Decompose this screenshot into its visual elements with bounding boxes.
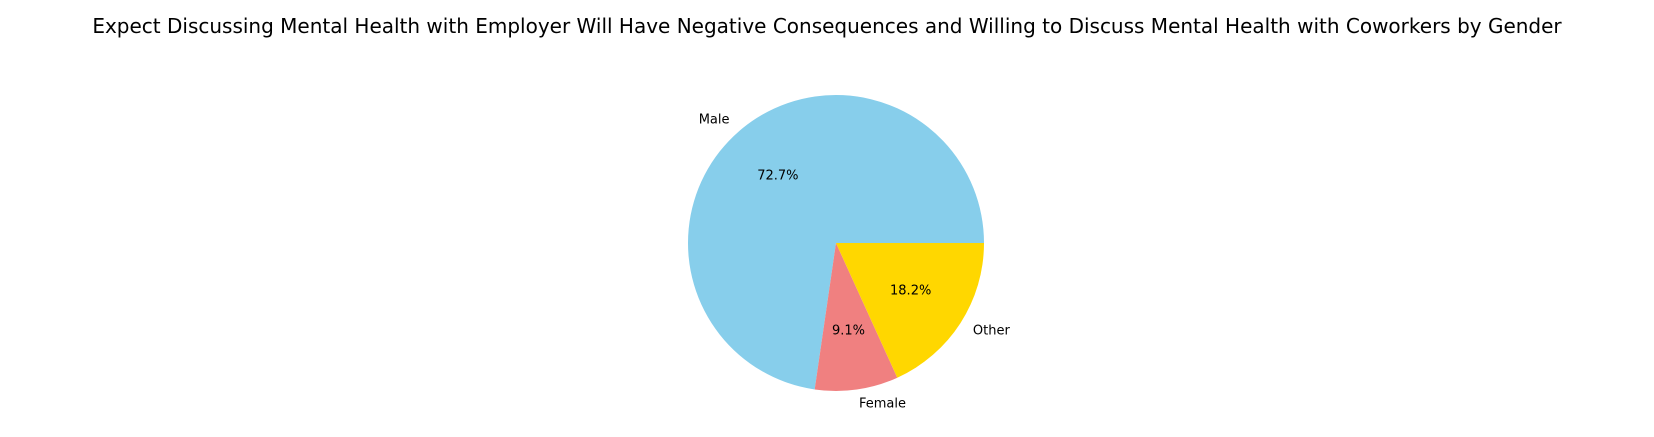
slice-percent-male: 72.7% — [757, 168, 798, 183]
pie-slice-other — [836, 243, 984, 378]
slice-percent-other: 18.2% — [890, 284, 931, 299]
pie-slice-male — [688, 95, 984, 390]
slice-label-female: Female — [859, 397, 906, 412]
pie-group: Male 72.7% Female 9.1% Other 18.2% — [688, 95, 1010, 412]
chart-title: Expect Discussing Mental Health with Emp… — [92, 14, 1562, 38]
slice-label-male: Male — [699, 112, 730, 127]
slice-label-other: Other — [973, 324, 1011, 339]
slice-percent-female: 9.1% — [832, 323, 865, 338]
pie-slice-female — [814, 243, 898, 391]
